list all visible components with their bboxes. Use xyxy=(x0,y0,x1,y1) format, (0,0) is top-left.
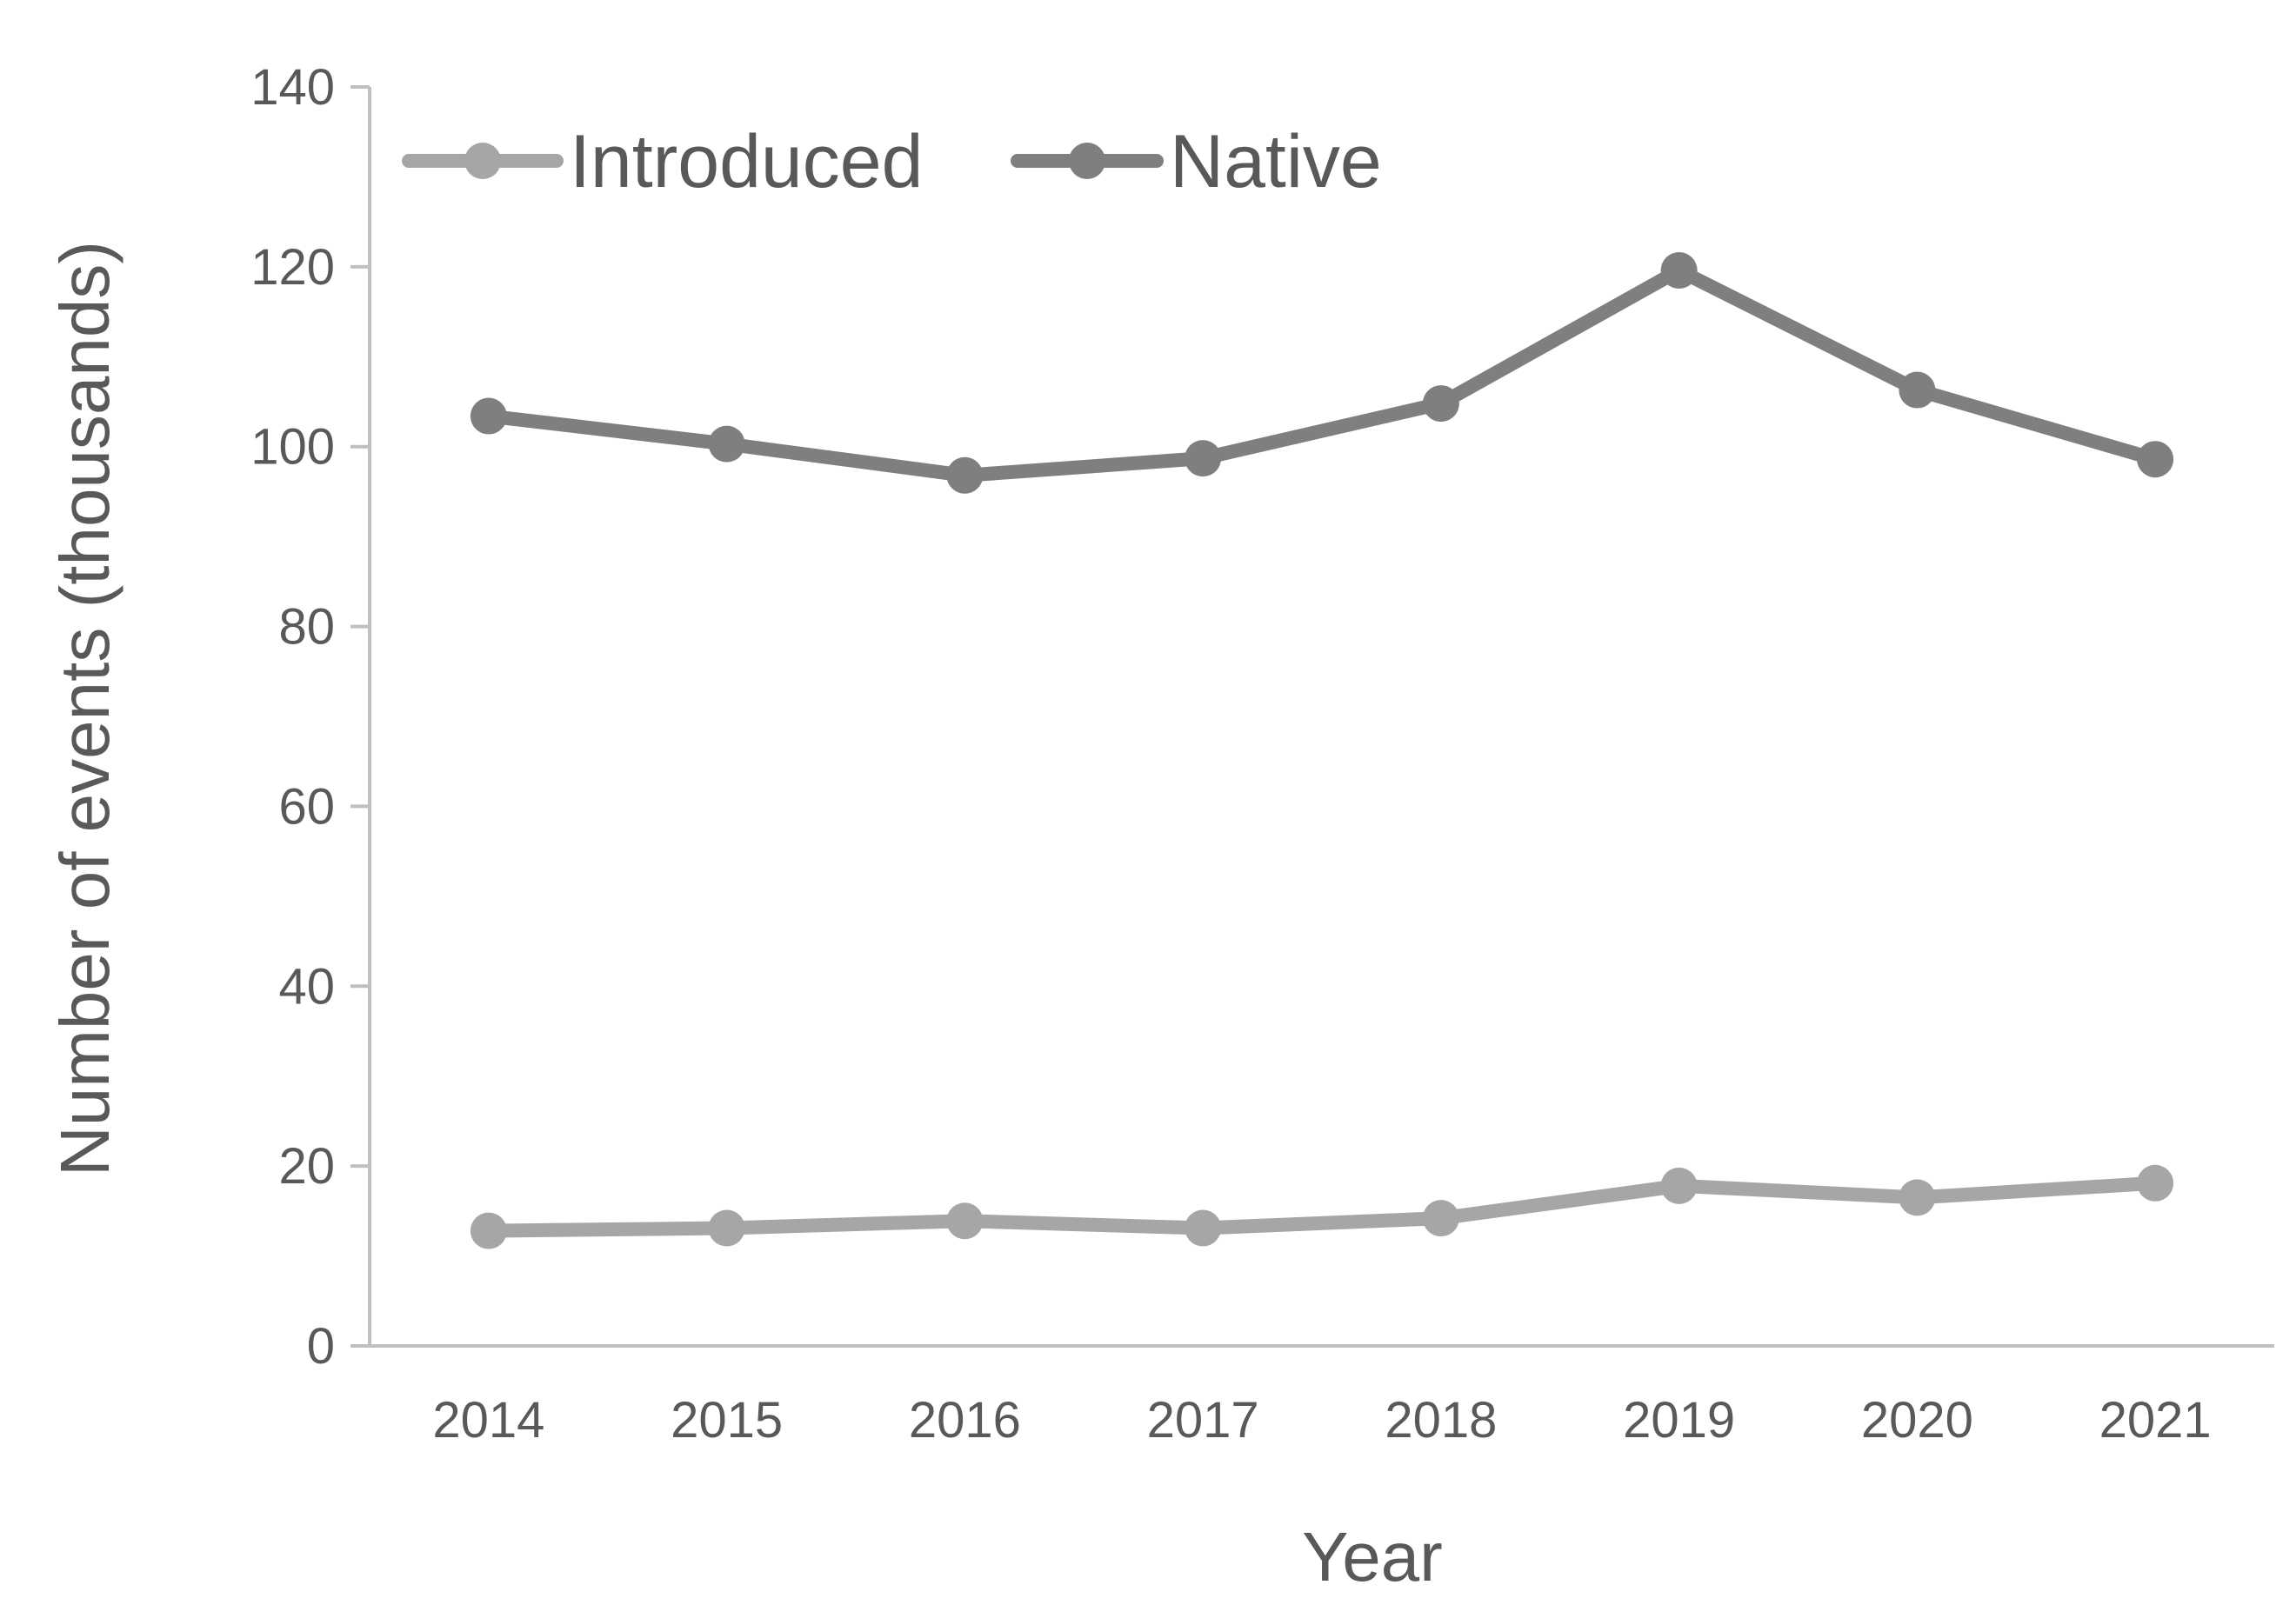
data-point xyxy=(1422,1200,1459,1237)
y-tick-label: 0 xyxy=(307,1318,335,1375)
data-point xyxy=(2137,441,2174,478)
series-native xyxy=(470,251,2174,494)
legend-label: Native xyxy=(1170,120,1382,203)
data-point xyxy=(1185,1209,1222,1247)
x-axis-title: Year xyxy=(1302,1518,1443,1595)
y-tick-label: 140 xyxy=(250,59,335,116)
x-tick-label: 2015 xyxy=(671,1392,783,1448)
legend-item-introduced: Introduced xyxy=(402,120,923,203)
x-axis-ticks: 2014 2015 2016 2017 2018 2019 2020 2021 xyxy=(432,1392,2211,1448)
data-point xyxy=(470,397,507,435)
series-lines xyxy=(470,251,2174,1249)
legend-label: Introduced xyxy=(570,120,923,203)
x-tick-label: 2016 xyxy=(909,1392,1021,1448)
y-tick-label: 100 xyxy=(250,419,335,476)
y-tick-label: 60 xyxy=(278,778,335,835)
y-tick-label: 80 xyxy=(278,599,335,656)
legend-swatch-marker xyxy=(464,143,501,179)
data-point xyxy=(1185,440,1222,477)
series-introduced xyxy=(470,1164,2174,1249)
data-point xyxy=(1422,385,1459,423)
data-point xyxy=(1660,251,1698,289)
data-point xyxy=(946,456,984,494)
y-tick-label: 120 xyxy=(250,239,335,296)
x-tick-label: 2021 xyxy=(2099,1392,2212,1448)
data-point xyxy=(946,1202,984,1240)
data-point xyxy=(708,425,745,463)
data-point xyxy=(1899,371,1936,409)
y-axis-title: Number of events (thousands) xyxy=(46,241,123,1176)
x-tick-label: 2020 xyxy=(1861,1392,1973,1448)
data-point xyxy=(1660,1167,1698,1204)
axes xyxy=(368,87,2274,1348)
x-tick-label: 2019 xyxy=(1623,1392,1735,1448)
y-axis-ticks: 0 20 40 60 80 100 120 140 xyxy=(250,59,370,1375)
legend-item-native: Native xyxy=(1011,120,1382,203)
x-tick-label: 2018 xyxy=(1385,1392,1497,1448)
x-tick-label: 2017 xyxy=(1147,1392,1259,1448)
y-tick-label: 40 xyxy=(278,958,335,1015)
legend-swatch-marker xyxy=(1069,143,1105,179)
y-tick-label: 20 xyxy=(278,1138,335,1195)
data-point xyxy=(708,1209,745,1247)
x-tick-label: 2014 xyxy=(432,1392,544,1448)
data-point xyxy=(470,1212,507,1249)
legend: Introduced Native xyxy=(402,120,1382,203)
series-line-introduced xyxy=(481,1175,2163,1238)
series-line-native xyxy=(481,263,2163,483)
data-point xyxy=(1899,1179,1936,1216)
data-point xyxy=(2137,1164,2174,1202)
